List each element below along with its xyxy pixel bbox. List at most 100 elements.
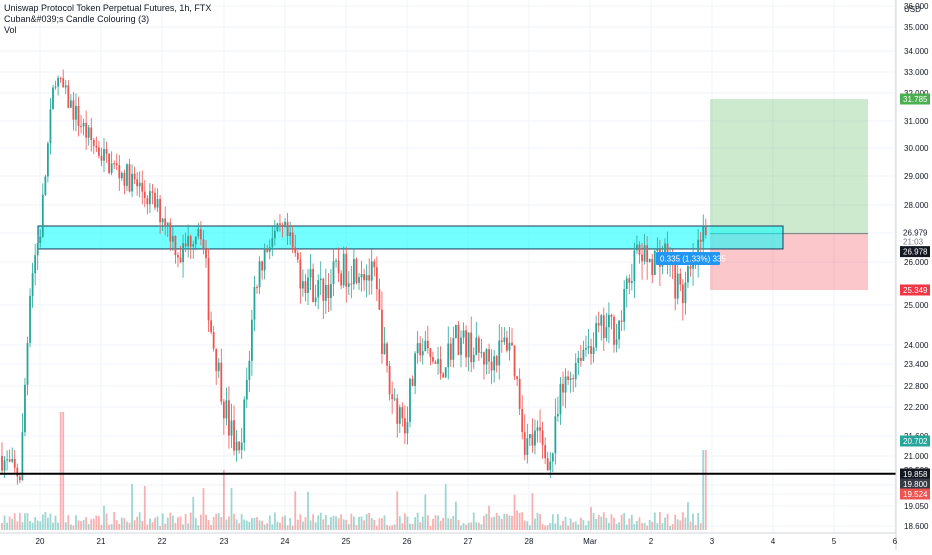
volume-bar bbox=[222, 470, 225, 530]
volume-bar bbox=[592, 512, 595, 530]
candle-body bbox=[136, 179, 139, 187]
volume-bar bbox=[467, 522, 470, 530]
candle-body bbox=[653, 250, 656, 276]
candle-body bbox=[347, 283, 350, 287]
volume-bar bbox=[299, 514, 302, 530]
volume-bar bbox=[465, 524, 467, 530]
y-tick-label: 35.000 bbox=[904, 23, 929, 32]
candle-body bbox=[365, 275, 368, 281]
volume-bar bbox=[518, 512, 521, 530]
candle-body bbox=[307, 277, 309, 293]
candle-body bbox=[495, 356, 498, 366]
candle-body bbox=[273, 230, 276, 239]
volume-bar bbox=[52, 522, 54, 530]
candle-body bbox=[284, 221, 286, 227]
candle-body bbox=[164, 218, 167, 227]
candle-body bbox=[383, 343, 386, 354]
candle-body bbox=[386, 343, 388, 366]
volume-bar bbox=[472, 512, 475, 530]
volume-bar bbox=[551, 514, 554, 530]
stop-price-label: 25.349 bbox=[903, 286, 928, 295]
candle-body bbox=[34, 255, 37, 274]
volume-bar bbox=[279, 522, 281, 530]
volume-bar bbox=[623, 513, 626, 530]
resistance-zone bbox=[37, 225, 784, 250]
candle-body bbox=[416, 343, 419, 354]
candle-body bbox=[396, 398, 399, 424]
volume-bar bbox=[143, 485, 146, 530]
candle-body bbox=[200, 229, 202, 240]
volume-bar bbox=[523, 520, 526, 530]
volume-bar bbox=[304, 517, 307, 530]
volume-bar bbox=[154, 517, 156, 530]
volume-bar bbox=[493, 516, 496, 530]
candle-body bbox=[447, 343, 450, 368]
candle-body bbox=[24, 384, 26, 433]
volume-bar bbox=[424, 494, 427, 530]
candle-body bbox=[69, 100, 72, 108]
candle-body bbox=[546, 458, 549, 471]
volume-bar bbox=[324, 514, 327, 530]
volume-bar bbox=[608, 522, 610, 530]
volume-bar bbox=[671, 524, 674, 530]
candle-body bbox=[169, 222, 172, 242]
candle-body bbox=[648, 259, 651, 262]
volume-bar bbox=[21, 522, 24, 530]
candle-body bbox=[98, 147, 100, 156]
candle-body bbox=[182, 243, 184, 263]
lines: 0.335 (1.33%) 335 bbox=[0, 252, 896, 475]
volume-bar bbox=[307, 491, 309, 530]
candle-body bbox=[623, 288, 626, 322]
volume-bar bbox=[228, 516, 230, 530]
candle-body bbox=[177, 255, 179, 258]
volume-bar bbox=[103, 505, 105, 530]
volume-bar bbox=[353, 516, 355, 530]
volume-bar bbox=[156, 516, 159, 530]
candle-body bbox=[210, 320, 212, 333]
volume-bar bbox=[271, 524, 274, 530]
y-tick-label: 36.000 bbox=[904, 2, 929, 11]
candle-body bbox=[595, 323, 598, 348]
candle-body bbox=[355, 259, 358, 283]
volume-bar bbox=[579, 517, 582, 530]
volume-bar bbox=[217, 513, 220, 530]
candle-body bbox=[702, 226, 705, 242]
candle-body bbox=[251, 319, 253, 361]
candle-body bbox=[564, 376, 567, 393]
volume-bar bbox=[358, 516, 360, 530]
countdown-label-bg bbox=[900, 236, 930, 248]
candle-body bbox=[100, 155, 103, 161]
volume-bar bbox=[258, 520, 261, 530]
candle-body bbox=[618, 320, 620, 340]
candle-body bbox=[681, 284, 684, 304]
volume-bar bbox=[610, 514, 613, 530]
candle-body bbox=[128, 164, 131, 192]
candle-body bbox=[253, 287, 256, 320]
candle-body bbox=[528, 434, 531, 439]
candle-body bbox=[406, 421, 409, 434]
volume-bar bbox=[18, 512, 21, 530]
volume-bar bbox=[215, 513, 218, 530]
candle-body bbox=[590, 346, 592, 354]
candle-body bbox=[434, 361, 437, 364]
volume-bar bbox=[526, 521, 529, 530]
volume-bar bbox=[564, 516, 567, 530]
candle-body bbox=[674, 261, 677, 299]
volume-bar bbox=[508, 515, 511, 530]
volume-bar bbox=[554, 523, 557, 530]
candle-body bbox=[549, 461, 552, 471]
candle-body bbox=[404, 418, 406, 434]
candle-body bbox=[465, 330, 467, 358]
candle-body bbox=[531, 434, 534, 446]
candle-body bbox=[289, 232, 292, 237]
y-tick-label: 31.000 bbox=[904, 117, 929, 126]
candle-body bbox=[49, 109, 52, 144]
candle-body bbox=[490, 361, 493, 371]
volume-bar bbox=[245, 520, 248, 530]
candle-body bbox=[551, 453, 554, 462]
x-tick-label: 6 bbox=[893, 537, 898, 546]
x-tick-label: 21 bbox=[97, 537, 106, 546]
